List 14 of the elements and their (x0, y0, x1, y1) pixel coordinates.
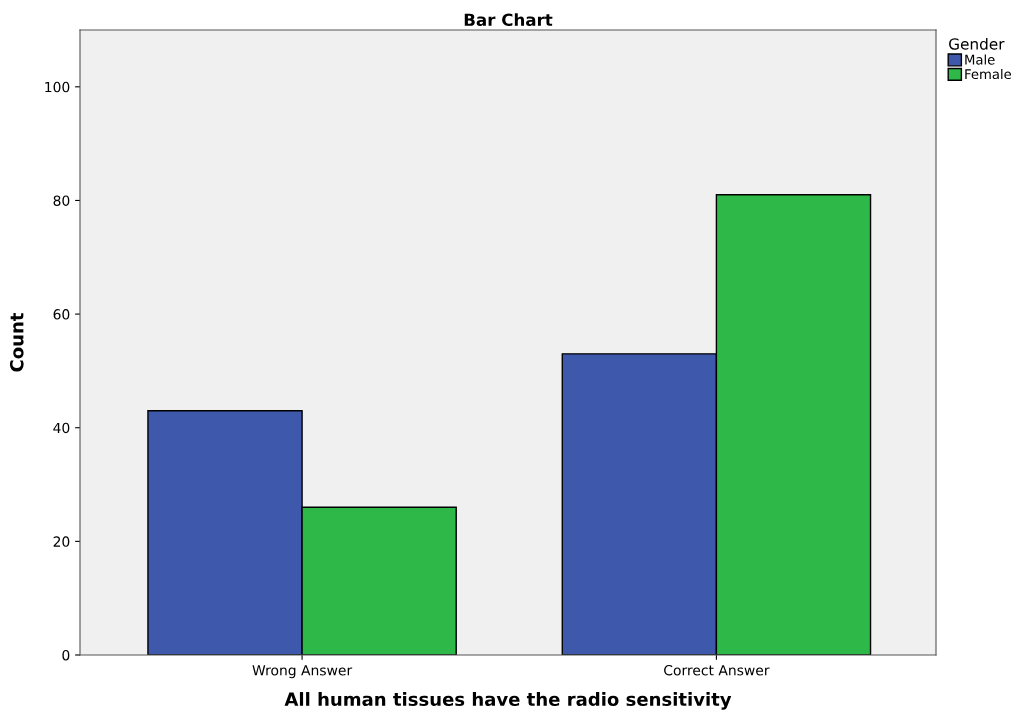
legend-label: Male (965, 54, 995, 65)
y-tick-label: 60 (53, 309, 70, 320)
chart-title: Bar Chart (464, 13, 553, 27)
x-axis-title: All human tissues have the radio sensitivity (284, 692, 732, 710)
y-tick-label: 100 (45, 81, 70, 93)
y-tick-label: 40 (53, 422, 70, 434)
y-tick-label: 80 (53, 195, 70, 206)
x-tick-label: Wrong Answer (252, 665, 353, 679)
legend-label: Female (965, 68, 1012, 80)
y-axis-title: Count (9, 312, 24, 372)
y-tick-label: 0 (62, 649, 70, 661)
x-tick-label: Correct Answer (664, 664, 770, 676)
y-tick-label: 20 (53, 536, 70, 547)
legend-title: Gender (949, 37, 1005, 50)
